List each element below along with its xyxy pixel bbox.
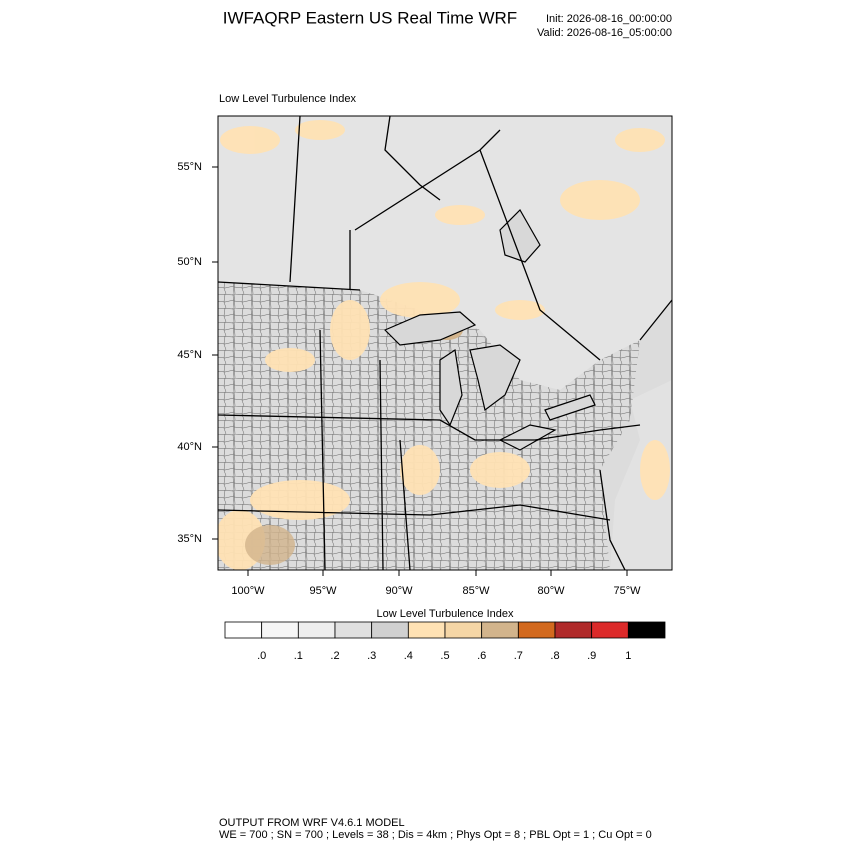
lat-label: 40°N bbox=[177, 441, 202, 453]
lat-label: 45°N bbox=[177, 349, 202, 361]
colorbar-swatch bbox=[297, 621, 336, 639]
map-axes: 55°N 50°N 45°N 40°N 35°N 100°W 95°W 90°W 85°W 80°… bbox=[177, 161, 641, 597]
colorbar-label: .3 bbox=[367, 650, 376, 662]
init-time: Init: 2026-08-16_00:00:00 bbox=[546, 13, 672, 25]
colorbar-swatch bbox=[444, 621, 483, 639]
valid-time: Valid: 2026-08-16_05:00:00 bbox=[537, 27, 672, 39]
colorbar-label: .1 bbox=[294, 650, 303, 662]
colorbar-title: Low Level Turbulence Index bbox=[377, 608, 514, 620]
colorbar: .0 .1 .2 .3 .4 .5 .6 .7 .8 .9 1 bbox=[224, 621, 666, 662]
colorbar-swatch bbox=[334, 621, 373, 639]
lon-label: 75°W bbox=[613, 585, 641, 597]
colorbar-swatch bbox=[554, 621, 593, 639]
lat-label: 35°N bbox=[177, 533, 202, 545]
colorbar-swatch bbox=[371, 621, 409, 639]
lon-label: 85°W bbox=[462, 585, 490, 597]
lon-label: 100°W bbox=[231, 585, 265, 597]
colorbar-swatch bbox=[407, 621, 446, 639]
colorbar-label: .7 bbox=[514, 650, 523, 662]
colorbar-label: .0 bbox=[257, 650, 266, 662]
colorbar-label: .8 bbox=[550, 650, 559, 662]
map-frame bbox=[217, 115, 673, 571]
colorbar-label: 1 bbox=[625, 650, 631, 662]
colorbar-label: .9 bbox=[587, 650, 596, 662]
footer-line: WE = 700 ; SN = 700 ; Levels = 38 ; Dis … bbox=[219, 829, 652, 841]
colorbar-label: .4 bbox=[404, 650, 413, 662]
colorbar-swatch bbox=[517, 621, 556, 639]
lat-label: 55°N bbox=[177, 161, 202, 173]
colorbar-swatch bbox=[627, 621, 666, 639]
lat-label: 50°N bbox=[177, 256, 202, 268]
lon-label: 90°W bbox=[385, 585, 413, 597]
colorbar-label: .5 bbox=[440, 650, 449, 662]
colorbar-label: .2 bbox=[330, 650, 339, 662]
map bbox=[218, 116, 672, 570]
title: IWFAQRP Eastern US Real Time WRF bbox=[223, 8, 517, 27]
colorbar-label: .6 bbox=[477, 650, 486, 662]
lon-label: 80°W bbox=[537, 585, 565, 597]
colorbar-swatch bbox=[481, 621, 519, 639]
colorbar-swatch bbox=[224, 621, 263, 639]
colorbar-swatch bbox=[261, 621, 299, 639]
colorbar-swatch bbox=[591, 621, 629, 639]
map-subtitle: Low Level Turbulence Index bbox=[219, 93, 356, 105]
footer-line: OUTPUT FROM WRF V4.6.1 MODEL bbox=[219, 817, 405, 829]
lon-label: 95°W bbox=[309, 585, 337, 597]
